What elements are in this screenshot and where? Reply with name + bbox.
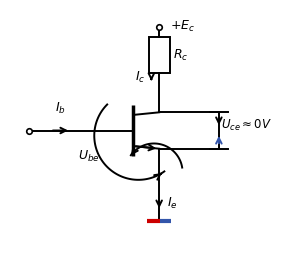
Text: $I_b$: $I_b$: [55, 101, 66, 116]
Text: $R_c$: $R_c$: [174, 48, 189, 63]
Text: $U_{ce}{\approx}0V$: $U_{ce}{\approx}0V$: [221, 118, 273, 133]
Text: $I_c$: $I_c$: [135, 70, 145, 85]
Text: $+E_c$: $+E_c$: [170, 19, 195, 34]
Text: $U_{be}$: $U_{be}$: [78, 149, 100, 164]
Bar: [149, 37, 170, 73]
Text: $I_e$: $I_e$: [167, 196, 178, 211]
